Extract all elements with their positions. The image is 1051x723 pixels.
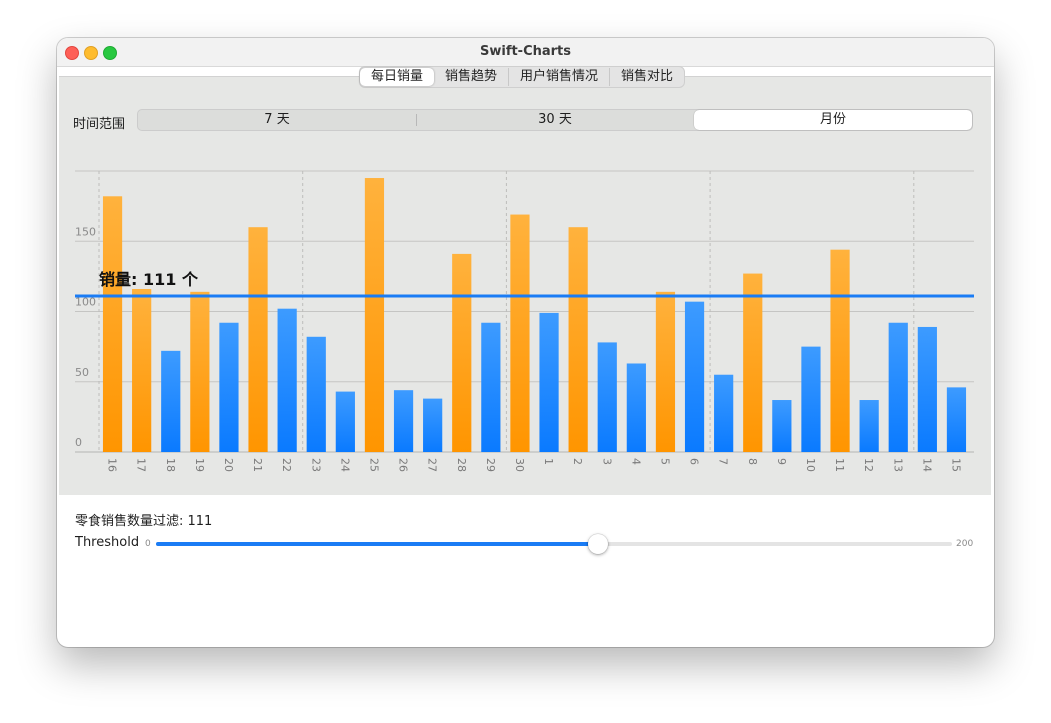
bar bbox=[655, 291, 676, 452]
window-title: Swift-Charts bbox=[479, 44, 572, 59]
bar bbox=[277, 308, 297, 452]
tab-daily-sales[interactable]: 每日销量 bbox=[360, 68, 435, 86]
y-tick-label: 100 bbox=[75, 296, 96, 309]
slider-min-label: 0 bbox=[145, 539, 151, 549]
range-option-month[interactable]: 月份 bbox=[694, 110, 972, 130]
bar bbox=[393, 390, 414, 452]
x-tick-label: 16 bbox=[106, 458, 119, 472]
app-window: Swift-Charts 每日销量 销售趋势 用户销售情况 销售对比 时间范围 … bbox=[57, 38, 994, 647]
time-range-picker: 7 天 30 天 月份 bbox=[137, 109, 973, 131]
bar bbox=[772, 400, 792, 452]
x-tick-label: 1 bbox=[542, 458, 555, 465]
threshold-annotation: 销量: 111 个 bbox=[99, 270, 199, 289]
bar bbox=[626, 363, 646, 452]
bar bbox=[714, 374, 734, 452]
x-tick-label: 17 bbox=[135, 458, 148, 472]
x-tick-label: 3 bbox=[600, 458, 613, 465]
bar bbox=[423, 398, 443, 452]
x-tick-label: 7 bbox=[717, 458, 730, 465]
x-tick-label: 11 bbox=[833, 458, 846, 472]
bar bbox=[364, 178, 385, 452]
x-tick-label: 25 bbox=[367, 458, 380, 472]
bar bbox=[859, 400, 879, 452]
x-tick-label: 13 bbox=[891, 458, 904, 472]
bar bbox=[743, 273, 763, 452]
close-window-button[interactable] bbox=[65, 46, 79, 60]
slider-max-label: 200 bbox=[956, 539, 974, 549]
bar bbox=[306, 336, 326, 452]
x-tick-label: 24 bbox=[338, 458, 351, 472]
x-tick-label: 6 bbox=[688, 458, 701, 465]
range-option-7-days[interactable]: 7 天 bbox=[264, 112, 290, 127]
y-tick-label: 50 bbox=[75, 366, 89, 379]
bar bbox=[102, 196, 123, 452]
bar bbox=[830, 249, 850, 452]
tab-sales-trend[interactable]: 销售趋势 bbox=[434, 68, 510, 86]
bar bbox=[248, 227, 268, 452]
bar bbox=[510, 214, 530, 452]
range-option-30-days[interactable]: 30 天 bbox=[416, 110, 694, 130]
bar bbox=[132, 289, 152, 452]
x-tick-label: 14 bbox=[920, 458, 933, 472]
bar bbox=[481, 322, 501, 452]
tab-sales-compare[interactable]: 销售对比 bbox=[621, 69, 674, 84]
bar bbox=[568, 227, 588, 452]
x-tick-label: 29 bbox=[484, 458, 497, 472]
threshold-slider-knob[interactable] bbox=[587, 534, 608, 554]
bar bbox=[597, 342, 617, 452]
x-tick-label: 30 bbox=[513, 458, 526, 472]
bar bbox=[888, 322, 908, 452]
x-tick-label: 4 bbox=[629, 458, 642, 465]
x-tick-label: 10 bbox=[804, 458, 817, 472]
bar bbox=[335, 391, 355, 452]
tab-user-sales[interactable]: 用户销售情况 bbox=[509, 68, 611, 86]
x-tick-label: 21 bbox=[251, 458, 264, 472]
minimize-window-button[interactable] bbox=[84, 46, 98, 60]
time-range-label: 时间范围 bbox=[73, 117, 126, 132]
x-tick-label: 22 bbox=[280, 458, 293, 472]
bar bbox=[452, 253, 472, 452]
x-tick-label: 9 bbox=[775, 458, 788, 465]
y-tick-label: 150 bbox=[75, 225, 96, 238]
bar bbox=[161, 350, 181, 452]
x-tick-label: 27 bbox=[426, 458, 439, 472]
x-tick-label: 18 bbox=[164, 458, 177, 472]
x-tick-label: 28 bbox=[455, 458, 468, 472]
x-tick-label: 23 bbox=[309, 458, 322, 472]
bar bbox=[801, 346, 821, 452]
x-tick-label: 26 bbox=[397, 458, 410, 472]
threshold-slider-track[interactable] bbox=[156, 542, 952, 546]
y-tick-label: 0 bbox=[75, 436, 82, 449]
x-tick-label: 19 bbox=[193, 458, 206, 472]
bar bbox=[190, 291, 210, 452]
threshold-label: Threshold bbox=[75, 535, 140, 550]
tab-bar: 每日销量 销售趋势 用户销售情况 销售对比 bbox=[359, 66, 686, 88]
x-tick-label: 8 bbox=[746, 458, 759, 465]
bar bbox=[539, 312, 559, 452]
bar bbox=[946, 387, 967, 452]
bar bbox=[917, 326, 937, 452]
filter-label: 零食销售数量过滤: 111 bbox=[75, 514, 213, 529]
x-tick-label: 5 bbox=[658, 458, 671, 465]
x-tick-label: 12 bbox=[862, 458, 875, 472]
bar bbox=[684, 301, 705, 452]
x-tick-label: 20 bbox=[222, 458, 235, 472]
x-tick-label: 2 bbox=[571, 458, 584, 465]
title-bar: Swift-Charts bbox=[57, 38, 994, 67]
threshold-slider-fill bbox=[156, 542, 598, 546]
x-tick-label: 15 bbox=[949, 458, 962, 472]
bar bbox=[219, 322, 239, 452]
zoom-window-button[interactable] bbox=[103, 46, 117, 60]
